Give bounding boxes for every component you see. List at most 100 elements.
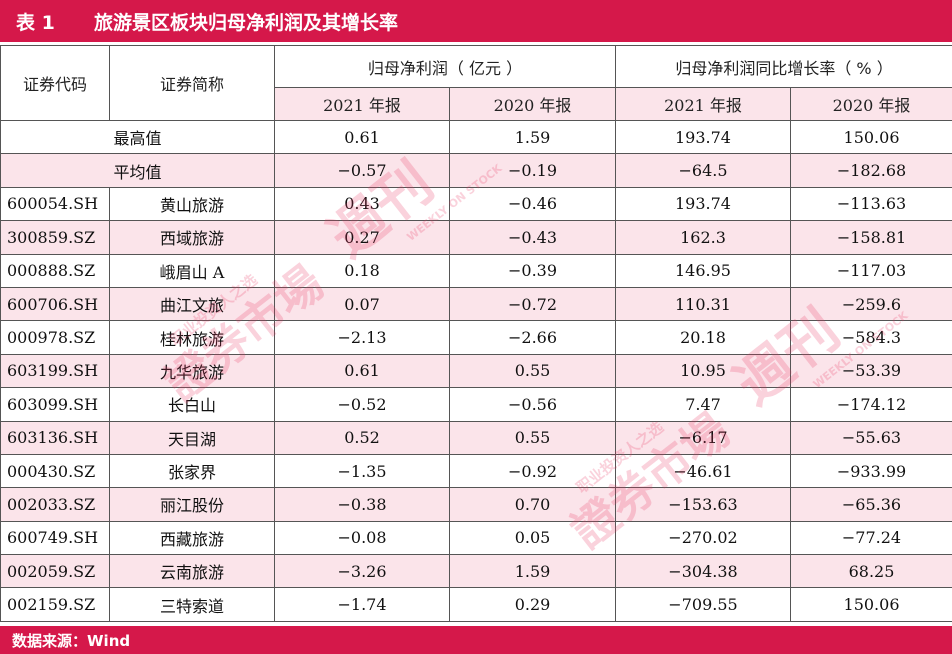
- security-name: 九华旅游: [109, 353, 275, 389]
- security-name: 天目湖: [109, 420, 275, 455]
- security-name: 长白山: [109, 387, 275, 422]
- value-p2021: −2.13: [274, 320, 450, 355]
- security-name: 曲江文旅: [109, 286, 275, 322]
- security-code: 000430.SZ: [0, 453, 110, 489]
- value-g2020: 68.25: [789, 554, 952, 589]
- header-name: 证券简称: [109, 45, 275, 121]
- value-g2020: −158.81: [789, 220, 952, 255]
- summary-row: 最高值 0.61 1.59 193.74 150.06: [0, 119, 952, 155]
- value-g2020: −584.3: [789, 320, 952, 355]
- value-p2020: −0.43: [449, 220, 616, 255]
- security-code: 000888.SZ: [0, 253, 110, 288]
- table-title: 旅游景区板块归母净利润及其增长率: [94, 11, 399, 34]
- security-name: 黄山旅游: [109, 186, 275, 222]
- security-code: 000978.SZ: [0, 320, 110, 355]
- value-p2020: −0.39: [449, 253, 616, 288]
- security-name: 西藏旅游: [109, 520, 275, 556]
- value-p2020: 0.55: [449, 353, 616, 389]
- header-profit-2021: 2021 年报: [274, 87, 450, 121]
- value-p2021: −1.35: [274, 453, 450, 489]
- value-g2021: −153.63: [615, 487, 791, 522]
- security-code: 002033.SZ: [0, 487, 110, 522]
- header-growth-2021: 2021 年报: [615, 87, 791, 121]
- value-p2020: 0.29: [449, 587, 616, 622]
- value-g2021: 7.47: [615, 387, 791, 422]
- value-p2020: −0.72: [449, 286, 616, 322]
- table-row: 603199.SH 九华旅游 0.61 0.55 10.95 −53.39: [0, 353, 952, 389]
- summary-g2021: 193.74: [615, 119, 791, 155]
- value-g2020: −65.36: [789, 487, 952, 522]
- value-p2021: 0.43: [274, 186, 450, 222]
- security-name: 丽江股份: [109, 487, 275, 522]
- table-row: 600054.SH 黄山旅游 0.43 −0.46 193.74 −113.63: [0, 186, 952, 222]
- header-profit-group: 归母净利润（ 亿元 ）: [274, 45, 616, 88]
- table-row: 000430.SZ 张家界 −1.35 −0.92 −46.61 −933.99: [0, 453, 952, 489]
- security-code: 600054.SH: [0, 186, 110, 222]
- table-row: 000888.SZ 峨眉山 A 0.18 −0.39 146.95 −117.03: [0, 253, 952, 288]
- security-name: 张家界: [109, 453, 275, 489]
- security-code: 600706.SH: [0, 286, 110, 322]
- summary-p2020: −0.19: [449, 153, 616, 188]
- value-p2020: −0.56: [449, 387, 616, 422]
- value-p2021: 0.07: [274, 286, 450, 322]
- value-p2020: −2.66: [449, 320, 616, 355]
- table-row: 603099.SH 长白山 −0.52 −0.56 7.47 −174.12: [0, 387, 952, 422]
- value-p2020: 0.55: [449, 420, 616, 455]
- value-g2020: −174.12: [789, 387, 952, 422]
- value-p2021: 0.27: [274, 220, 450, 255]
- table-row: 600749.SH 西藏旅游 −0.08 0.05 −270.02 −77.24: [0, 520, 952, 556]
- security-name: 西域旅游: [109, 220, 275, 255]
- header-code: 证券代码: [0, 45, 110, 121]
- value-g2020: −55.63: [789, 420, 952, 455]
- security-name: 桂林旅游: [109, 320, 275, 355]
- table-row: 002033.SZ 丽江股份 −0.38 0.70 −153.63 −65.36: [0, 487, 952, 522]
- value-p2021: −0.38: [274, 487, 450, 522]
- footer-bar: 数据来源：Wind: [0, 626, 952, 654]
- value-p2021: −3.26: [274, 554, 450, 589]
- security-code: 300859.SZ: [0, 220, 110, 255]
- value-p2021: 0.61: [274, 353, 450, 389]
- title-bar: 表 1 旅游景区板块归母净利润及其增长率: [0, 0, 952, 42]
- header-growth-group: 归母净利润同比增长率（ % ）: [614, 45, 952, 88]
- value-g2020: −53.39: [789, 353, 952, 389]
- summary-g2020: 150.06: [789, 119, 952, 155]
- security-code: 603199.SH: [0, 353, 110, 389]
- security-name: 峨眉山 A: [109, 253, 275, 288]
- value-g2020: −113.63: [789, 186, 952, 222]
- value-g2021: 193.74: [615, 186, 791, 222]
- value-g2021: −46.61: [615, 453, 791, 489]
- value-p2021: −0.52: [274, 387, 450, 422]
- summary-g2021: −64.5: [615, 153, 791, 188]
- value-p2021: −0.08: [274, 520, 450, 556]
- table-row: 603136.SH 天目湖 0.52 0.55 −6.17 −55.63: [0, 420, 952, 455]
- value-g2021: 20.18: [615, 320, 791, 355]
- summary-p2021: 0.61: [274, 119, 450, 155]
- value-p2020: 0.05: [449, 520, 616, 556]
- header-profit-2020: 2020 年报: [449, 87, 616, 121]
- table-body: 最高值 0.61 1.59 193.74 150.06 平均值 −0.57 −0.19 −64.…: [0, 119, 952, 622]
- table-row: 002159.SZ 三特索道 −1.74 0.29 −709.55 150.06: [0, 587, 952, 622]
- value-g2021: 10.95: [615, 353, 791, 389]
- table-row: 300859.SZ 西域旅游 0.27 −0.43 162.3 −158.81: [0, 220, 952, 255]
- value-g2020: 150.06: [789, 587, 952, 622]
- value-p2021: −1.74: [274, 587, 450, 622]
- security-code: 603136.SH: [0, 420, 110, 455]
- value-p2020: 1.59: [449, 554, 616, 589]
- value-g2021: −304.38: [615, 554, 791, 589]
- value-g2021: −6.17: [615, 420, 791, 455]
- table-number: 表 1: [16, 11, 55, 34]
- value-g2021: −270.02: [615, 520, 791, 556]
- security-code: 002159.SZ: [0, 587, 110, 622]
- table-row: 000978.SZ 桂林旅游 −2.13 −2.66 20.18 −584.3: [0, 320, 952, 355]
- security-name: 三特索道: [109, 587, 275, 622]
- summary-g2020: −182.68: [789, 153, 952, 188]
- value-g2021: 162.3: [615, 220, 791, 255]
- value-p2021: 0.18: [274, 253, 450, 288]
- summary-p2020: 1.59: [449, 119, 616, 155]
- summary-label: 最高值: [0, 119, 275, 155]
- value-g2021: 146.95: [615, 253, 791, 288]
- value-g2020: −117.03: [789, 253, 952, 288]
- value-g2020: −77.24: [789, 520, 952, 556]
- header-growth-2020: 2020 年报: [789, 87, 952, 121]
